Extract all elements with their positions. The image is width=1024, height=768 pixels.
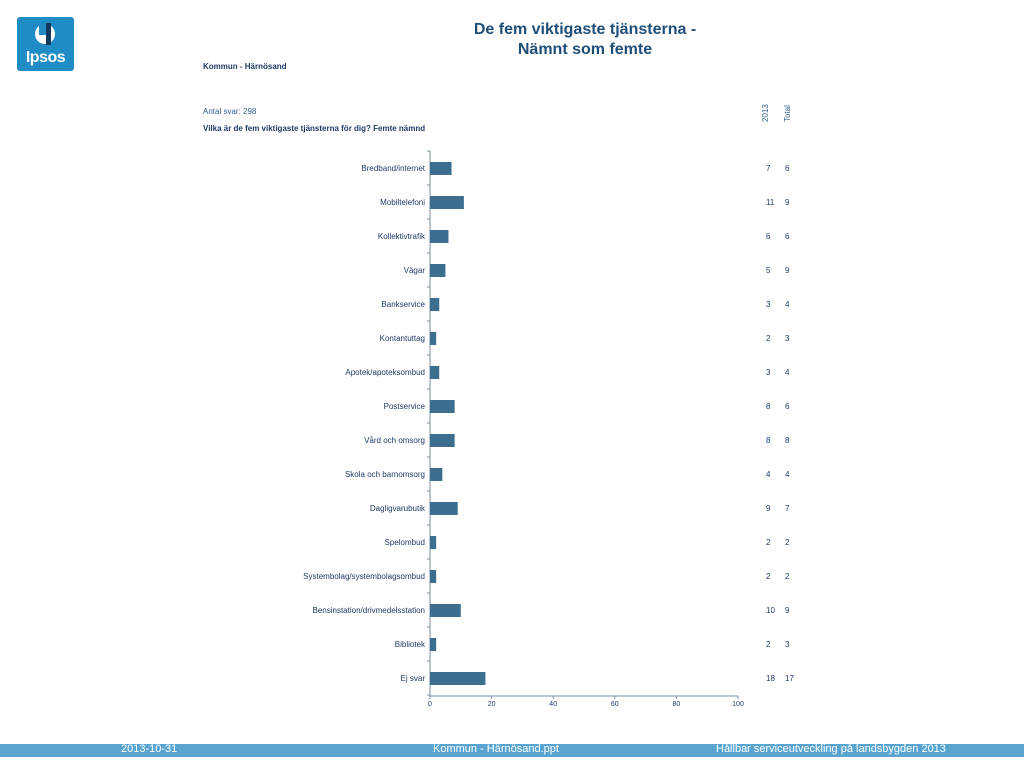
- title-line-2: Nämnt som femte: [517, 41, 653, 58]
- table-value-2013: 18: [766, 674, 775, 683]
- response-count: Antal svar: 298: [203, 107, 257, 116]
- bar: [430, 570, 437, 583]
- category-label: Skola och barnomsorg: [345, 470, 425, 479]
- bar: [430, 502, 458, 515]
- category-label: Postservice: [384, 402, 426, 411]
- bar: [430, 264, 446, 277]
- category-label: Mobiltelefoni: [380, 198, 425, 207]
- table-value-total: 6: [785, 402, 790, 411]
- table-value-total: 4: [785, 470, 790, 479]
- bar: [430, 536, 437, 549]
- bar: [430, 468, 443, 481]
- category-label: Kollektivtrafik: [378, 232, 426, 241]
- table-value-2013: 3: [766, 300, 771, 309]
- survey-question: Vilka är de fem viktigaste tjänsterna fö…: [203, 124, 426, 133]
- title-line-1: De fem viktigaste tjänsterna -: [473, 21, 697, 38]
- bar: [430, 332, 437, 345]
- table-value-2013: 4: [766, 470, 771, 479]
- table-value-total: 4: [785, 300, 790, 309]
- table-value-total: 9: [785, 266, 790, 275]
- x-tick-label: 60: [611, 701, 619, 708]
- table-value-total: 6: [785, 164, 790, 173]
- table-value-total: 8: [785, 436, 790, 445]
- category-label: Apotek/apoteksombud: [345, 368, 425, 377]
- table-value-2013: 11: [766, 198, 775, 207]
- footer-filename: Kommun - Härnösand.ppt: [433, 743, 559, 755]
- table-value-total: 2: [785, 572, 790, 581]
- table-value-2013: 7: [766, 164, 771, 173]
- category-label: Bensinstation/drivmedelsstation: [312, 606, 425, 615]
- category-label: Bredband/internet: [361, 164, 425, 173]
- table-value-2013: 3: [766, 368, 771, 377]
- category-label: Bankservice: [381, 300, 425, 309]
- table-value-2013: 8: [766, 402, 771, 411]
- logo-mark-icon: [35, 23, 55, 45]
- bar: [430, 400, 455, 413]
- table-value-2013: 9: [766, 504, 771, 513]
- bar-chart: 0 20 40 60 80 100 Bredband/internet 7 6 Mobiltele…: [303, 150, 794, 708]
- footer-date: 2013-10-31: [121, 743, 178, 755]
- category-label: Bibliotek: [395, 640, 426, 649]
- bar: [430, 638, 437, 651]
- category-label: Spelombud: [385, 538, 425, 547]
- bar: [430, 672, 486, 685]
- table-value-2013: 2: [766, 640, 771, 649]
- bar: [430, 434, 455, 447]
- chart-subtitle: Kommun - Härnösand: [203, 62, 287, 71]
- table-value-total: 2: [785, 538, 790, 547]
- table-value-total: 3: [785, 640, 790, 649]
- table-value-total: 6: [785, 232, 790, 241]
- table-value-total: 9: [785, 198, 790, 207]
- table-value-total: 3: [785, 334, 790, 343]
- x-tick-label: 100: [732, 701, 744, 708]
- table-value-2013: 2: [766, 334, 771, 343]
- table-value-2013: 8: [766, 436, 771, 445]
- table-value-total: 9: [785, 606, 790, 615]
- logo-text: Ipsos: [25, 49, 66, 66]
- table-value-2013: 6: [766, 232, 771, 241]
- table-value-total: 17: [785, 674, 794, 683]
- footer-bar: [0, 744, 1024, 757]
- category-label: Kontantuttag: [380, 334, 425, 343]
- x-tick-label: 40: [549, 701, 557, 708]
- table-value-total: 4: [785, 368, 790, 377]
- x-tick-label: 20: [488, 701, 496, 708]
- category-label: Vägar: [404, 266, 426, 275]
- chart-title: De fem viktigaste tjänsterna - Nämnt som…: [420, 20, 750, 60]
- bar: [430, 196, 464, 209]
- x-tick-label: 0: [428, 701, 432, 708]
- table-value-2013: 10: [766, 606, 775, 615]
- category-label: Systembolag/systembolagsombud: [303, 572, 425, 581]
- ipsos-logo: Ipsos: [17, 17, 74, 71]
- table-value-total: 7: [785, 504, 790, 513]
- bar: [430, 298, 440, 311]
- bar: [430, 604, 461, 617]
- category-label: Vård och omsorg: [364, 436, 425, 445]
- x-tick-label: 80: [673, 701, 681, 708]
- table-value-2013: 2: [766, 538, 771, 547]
- table-value-2013: 5: [766, 266, 771, 275]
- bar: [430, 230, 449, 243]
- bar: [430, 366, 440, 379]
- bar: [430, 162, 452, 175]
- footer-project: Hållbar serviceutveckling på landsbygden…: [716, 743, 946, 755]
- category-label: Ej svar: [401, 674, 426, 683]
- category-label: Dagligvarubutik: [370, 504, 426, 513]
- table-value-2013: 2: [766, 572, 771, 581]
